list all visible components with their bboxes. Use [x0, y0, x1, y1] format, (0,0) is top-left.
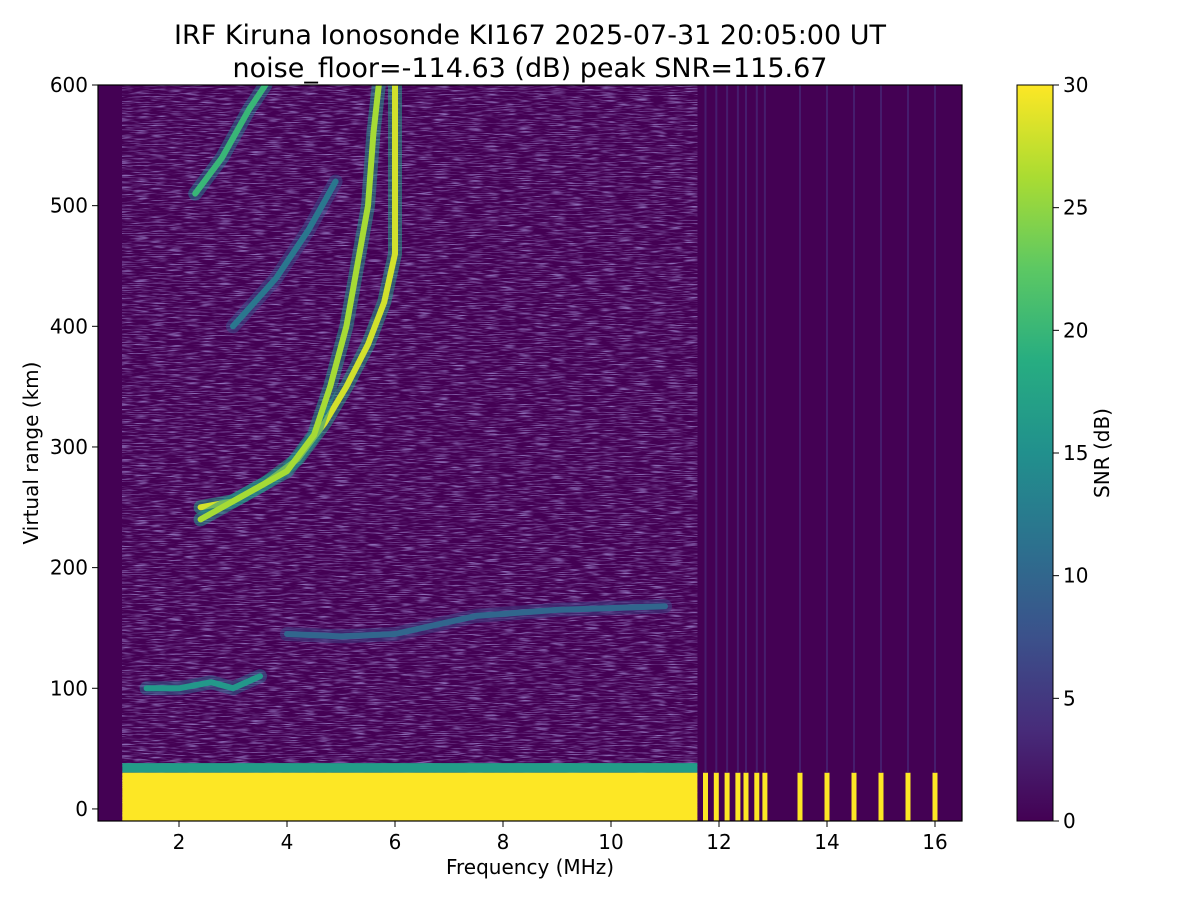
y-tick-label: 300 — [50, 435, 88, 459]
colorbar-tick-label: 5 — [1063, 686, 1076, 710]
echo-trace — [284, 603, 668, 640]
y-tick-label: 0 — [75, 797, 88, 821]
channel-echo-stripe — [797, 772, 803, 821]
colorbar-tick-label: 20 — [1063, 318, 1088, 342]
colorbar-gradient — [1017, 85, 1053, 821]
x-tick-label: 4 — [281, 830, 294, 854]
y-axis-label: Virtual range (km) — [19, 362, 43, 545]
channel-echo-stripe — [905, 772, 911, 821]
y-tick-label: 600 — [50, 73, 88, 97]
chart-title: IRF Kiruna Ionosonde KI167 2025-07-31 20… — [174, 20, 887, 51]
noise-speckle — [122, 85, 698, 821]
channel-echo-stripe — [851, 772, 857, 821]
ground-echo-fringe — [122, 763, 698, 773]
channel-echo-stripe — [762, 772, 768, 821]
echo-trace — [192, 85, 269, 197]
x-tick-label: 6 — [389, 830, 402, 854]
y-tick-label: 400 — [50, 314, 88, 338]
x-tick-label: 16 — [922, 830, 947, 854]
y-tick-label: 100 — [50, 676, 88, 700]
colorbar-tick-label: 0 — [1063, 809, 1076, 833]
plot-frame — [97, 84, 963, 822]
channel-echo-stripe — [713, 772, 719, 821]
x-tick-label: 14 — [814, 830, 839, 854]
channel-echo-stripe — [754, 772, 760, 821]
colorbar-tick-label: 30 — [1063, 73, 1088, 97]
plot-area — [98, 85, 962, 821]
echo-trace — [197, 85, 382, 523]
echo-trace — [143, 673, 263, 692]
channel-echo-stripe — [703, 772, 708, 821]
y-tick-label: 500 — [50, 194, 88, 218]
x-tick-label: 10 — [598, 830, 623, 854]
x-axis: 2 4 6 8 10 12 14 16 — [173, 821, 948, 854]
colorbar-axis: 0 5 10 15 20 25 30 — [1053, 73, 1088, 833]
x-tick-label: 2 — [173, 830, 186, 854]
colorbar: 0 5 10 15 20 25 30 SNR (dB) — [1016, 73, 1114, 833]
echo-layer — [122, 85, 938, 821]
echo-trace — [230, 178, 339, 330]
colorbar-label: SNR (dB) — [1090, 408, 1114, 498]
channel-echo-stripe — [932, 772, 938, 821]
x-tick-label: 8 — [497, 830, 510, 854]
y-tick-label: 200 — [50, 556, 88, 580]
colorbar-tick-label: 15 — [1063, 441, 1088, 465]
channel-echo-stripe — [735, 772, 741, 821]
ground-echo-band — [122, 772, 698, 821]
channel-echo-stripe — [878, 772, 884, 821]
channel-echo-stripe — [824, 772, 830, 821]
chart-subtitle: noise_floor=-114.63 (dB) peak SNR=115.67 — [233, 53, 828, 84]
y-axis: 0 100 200 300 400 500 600 — [50, 73, 98, 821]
x-tick-label: 12 — [706, 830, 731, 854]
colorbar-tick-label: 25 — [1063, 196, 1088, 220]
colorbar-tick-label: 10 — [1063, 564, 1088, 588]
channel-echo-stripe — [743, 772, 749, 821]
x-axis-label: Frequency (MHz) — [446, 855, 614, 879]
channel-echo-stripe — [724, 772, 730, 821]
